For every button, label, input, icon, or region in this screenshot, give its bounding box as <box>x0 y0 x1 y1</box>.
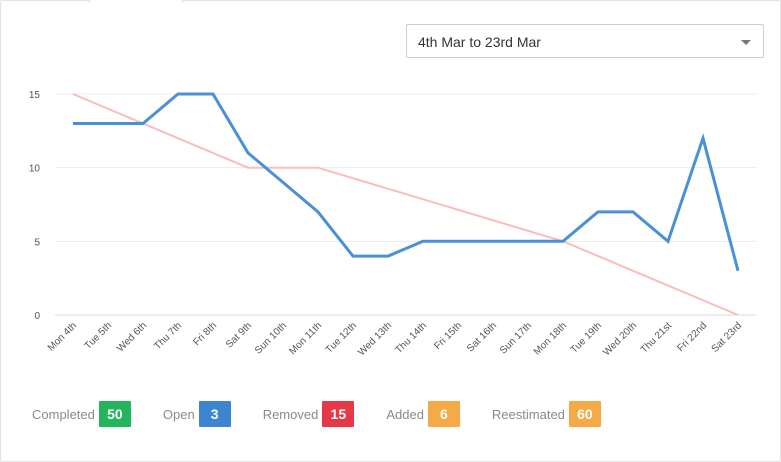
summary-badge: 50 <box>98 401 131 427</box>
summary-label: Completed <box>32 406 95 422</box>
summary-label: Open <box>162 406 195 422</box>
x-tick-label: Tue 5th <box>83 320 114 351</box>
x-tick-label: Wed 6th <box>115 320 149 354</box>
chevron-down-icon <box>741 40 751 45</box>
x-tick-label: Thu 14th <box>393 320 429 356</box>
open-items-series-line <box>73 92 740 272</box>
x-tick-label: Mon 11th <box>287 320 324 357</box>
x-tick-label: Sun 17th <box>498 320 534 356</box>
x-tick-label: Tue 12th <box>324 320 359 355</box>
x-tick-label: Sat 16th <box>465 320 499 354</box>
x-tick-label: Sun 10th <box>253 320 289 356</box>
summary-badge: 15 <box>322 401 355 427</box>
x-tick-label: Tue 19th <box>569 320 604 355</box>
y-tick-label: 5 <box>34 237 40 248</box>
summary-legend: Completed 50 Open 3 Removed 15 Added 6 Reestimat… <box>32 401 633 427</box>
summary-label: Added <box>386 406 424 422</box>
x-tick-label: Mon 18th <box>532 320 569 357</box>
x-tick-label: Fri 15th <box>432 320 464 352</box>
x-tick-label: Sat 23rd <box>710 320 745 355</box>
summary-item: Completed 50 <box>32 401 131 427</box>
summary-item: Added 6 <box>386 401 460 427</box>
x-tick-label: Fri 8th <box>191 320 219 348</box>
summary-label: Removed <box>262 406 319 422</box>
x-tick-label: Wed 20th <box>601 320 639 358</box>
summary-item: Reestimated 60 <box>492 401 601 427</box>
x-tick-label: Mon 4th <box>46 320 79 353</box>
x-tick-label: Sat 9th <box>224 320 254 350</box>
burndown-chart: 0 5 10 15 Mon 4th Tue 5th Wed 6th Thu 7th Fri 8t… <box>29 90 756 358</box>
summary-badge: 6 <box>427 401 460 427</box>
summary-item: Removed 15 <box>263 401 355 427</box>
date-range-value: 4th Mar to 23rd Mar <box>418 34 541 50</box>
y-tick-label: 15 <box>29 90 41 101</box>
x-tick-label: Thu 7th <box>152 320 184 352</box>
y-tick-label: 0 <box>34 311 40 322</box>
date-range-select[interactable]: 4th Mar to 23rd Mar <box>406 24 764 58</box>
summary-badge: 3 <box>198 401 231 427</box>
ideal-series-line <box>72 93 739 316</box>
x-tick-label: Wed 13th <box>356 320 394 358</box>
x-tick-label: Thu 21st <box>639 320 674 355</box>
tab-notch <box>89 0 183 3</box>
summary-badge: 60 <box>568 401 601 427</box>
y-tick-label: 10 <box>29 164 41 175</box>
summary-item: Open 3 <box>163 401 231 427</box>
summary-label: Reestimated <box>491 406 565 422</box>
x-tick-label: Fri 22nd <box>675 320 709 354</box>
